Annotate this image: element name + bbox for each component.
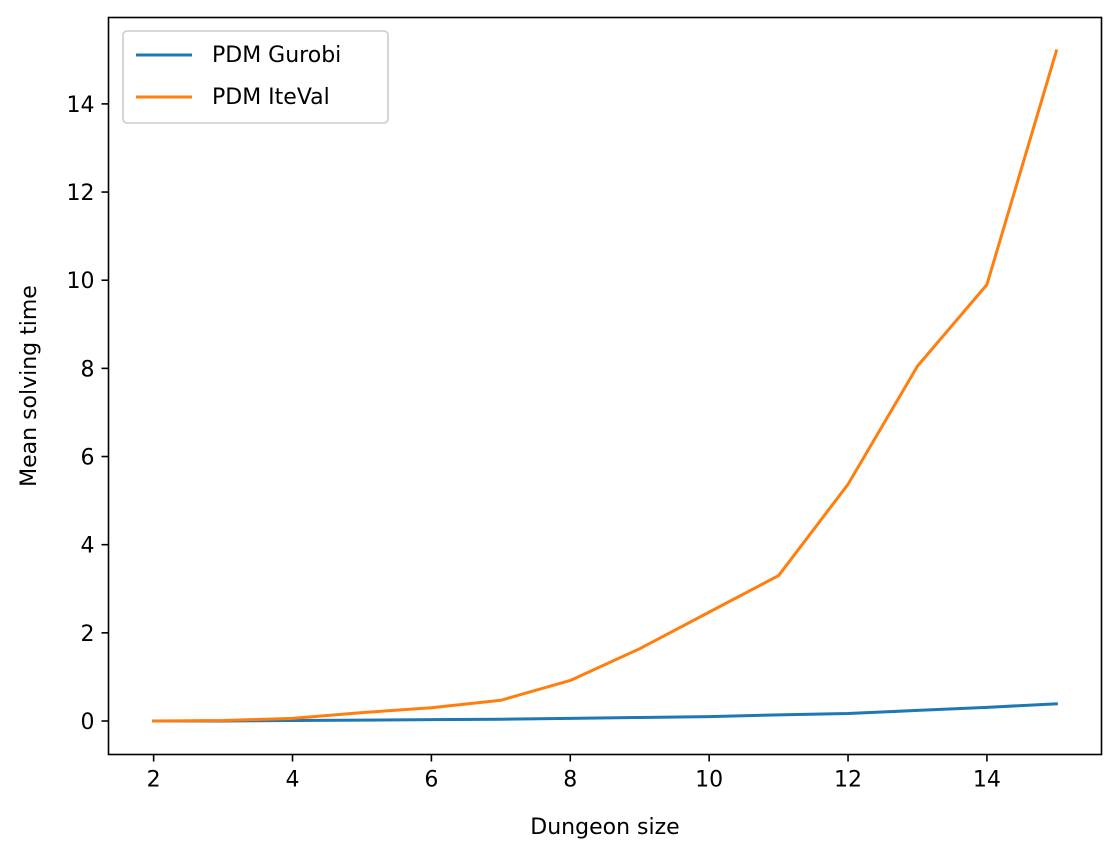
legend-label-pdm-iteval: PDM IteVal xyxy=(212,85,330,110)
legend: PDM Gurobi PDM IteVal xyxy=(122,30,389,124)
x-tick-label: 2 xyxy=(147,768,161,793)
series-line-pdm-gurobi xyxy=(152,702,1058,723)
y-tick-label: 10 xyxy=(67,269,95,294)
legend-label-pdm-gurobi: PDM Gurobi xyxy=(212,43,341,68)
x-tick-label: 10 xyxy=(695,768,723,793)
y-tick-label: 6 xyxy=(81,446,95,471)
y-tick-label: 12 xyxy=(67,181,95,206)
x-axis: 2 4 6 8 10 12 14 xyxy=(147,754,1001,793)
y-axis: 0 2 4 6 8 10 12 14 xyxy=(67,93,109,735)
plot-frame xyxy=(107,16,1103,756)
x-tick-label: 6 xyxy=(424,768,438,793)
y-tick-label: 4 xyxy=(81,534,95,559)
y-tick-label: 14 xyxy=(67,93,95,118)
x-tick-label: 8 xyxy=(563,768,577,793)
y-axis-label: Mean solving time xyxy=(17,285,42,487)
series-line-pdm-iteval xyxy=(152,49,1059,723)
plot-area xyxy=(152,49,1059,723)
y-tick-label: 2 xyxy=(81,622,95,647)
y-tick-label: 8 xyxy=(81,357,95,382)
y-tick-label: 0 xyxy=(81,710,95,735)
x-tick-label: 12 xyxy=(834,768,862,793)
x-tick-label: 4 xyxy=(286,768,300,793)
x-tick-label: 14 xyxy=(973,768,1001,793)
x-axis-label: Dungeon size xyxy=(530,815,679,840)
